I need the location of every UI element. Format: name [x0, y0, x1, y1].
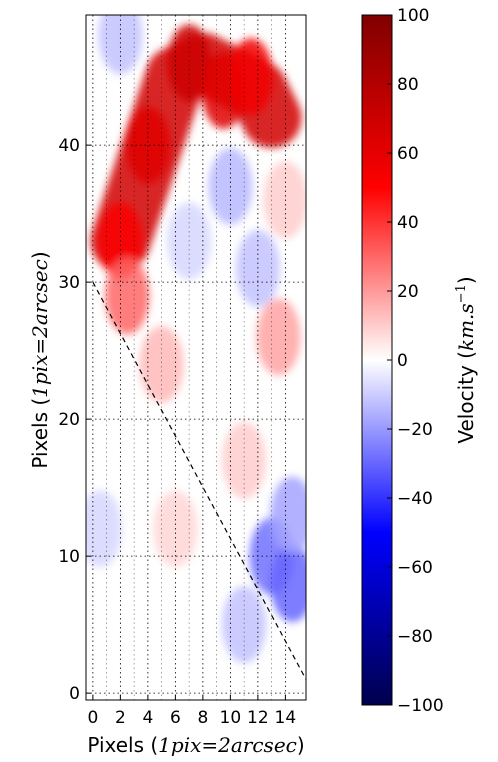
x-axis-ticks: 0 2 4 6 8 10 12 14 [87, 695, 296, 728]
plot-grid [86, 15, 306, 700]
colorbar-tick-label-6: −20 [397, 420, 433, 440]
colorbar-tick-label-7: −40 [397, 489, 433, 509]
colorbar-ticks: 100 80 60 40 20 0 −20 −40 −60 −80 −100 [387, 6, 444, 716]
x-tick-label-12: 12 [247, 708, 269, 728]
heatmap-blob-5 [229, 38, 273, 115]
colorbar-tick-label-0: 100 [397, 6, 429, 26]
colorbar-tick-label-4: 20 [397, 282, 419, 302]
heatmap-blob-10 [256, 298, 301, 376]
colorbar-tick-label-10: −100 [397, 696, 444, 716]
heatmap-blob-11 [263, 161, 306, 239]
colorbar-tick-label-8: −60 [397, 558, 433, 578]
x-tick-label-4: 4 [142, 708, 153, 728]
plot-area [85, 14, 307, 701]
y-tick-label-10: 10 [58, 547, 80, 567]
heatmap-blob-15 [270, 476, 306, 554]
heatmap-blob-2 [125, 106, 170, 184]
dashed-reference-line [92, 281, 307, 680]
heatmap-blob-18 [86, 490, 122, 568]
heatmap-blob-14 [270, 545, 306, 622]
x-tick-label-0: 0 [87, 708, 98, 728]
heatmap-blob-3 [167, 24, 212, 102]
colorbar-tick-label-1: 80 [397, 75, 419, 95]
colorbar: 100 80 60 40 20 0 −20 −40 −60 −80 −100 Velocity (k… [361, 6, 478, 716]
x-axis-label: Pixels (1pix=2arcsec) [87, 733, 304, 757]
colorbar-tick-label-5: 0 [397, 351, 408, 371]
x-tick-label-8: 8 [197, 708, 208, 728]
heatmap-blob-6 [105, 257, 150, 335]
colorbar-tick-label-9: −80 [397, 627, 433, 647]
heatmap-blob-7 [139, 326, 184, 403]
x-tick-label-14: 14 [275, 708, 297, 728]
y-tick-label-0: 0 [69, 684, 80, 704]
y-tick-label-20: 20 [58, 410, 80, 430]
heatmap-blob-17 [98, 15, 143, 74]
y-tick-label-40: 40 [58, 136, 80, 156]
heatmap-blob-16 [222, 586, 267, 663]
x-tick-label-2: 2 [115, 708, 126, 728]
y-tick-label-30: 30 [58, 273, 80, 293]
colorbar-label: Velocity (km.s−1) [454, 276, 478, 443]
colorbar-tick-label-2: 60 [397, 144, 419, 164]
y-axis-ticks: 0 10 20 30 40 [58, 136, 91, 704]
heatmap-blob-12 [222, 421, 267, 499]
x-tick-label-6: 6 [170, 708, 181, 728]
plot-frame [85, 14, 307, 701]
colorbar-tick-label-3: 40 [397, 213, 419, 233]
x-tick-label-10: 10 [220, 708, 242, 728]
y-axis-label: Pixels (1pix=2arcsec) [28, 251, 52, 468]
